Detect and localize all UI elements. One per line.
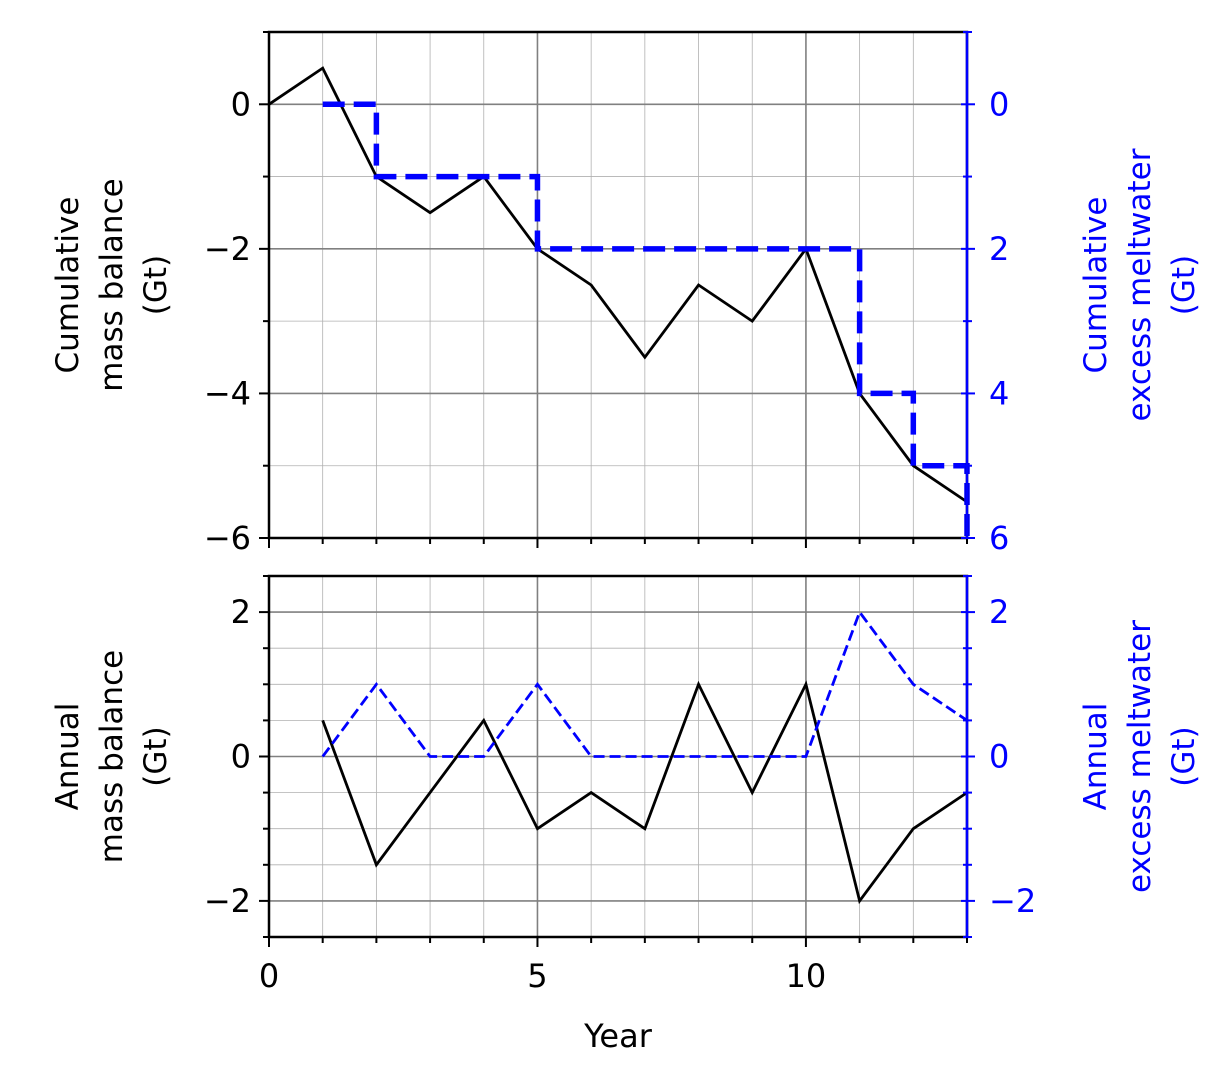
ylabel-line-1: Cumulative [50,197,86,374]
y2label-line-2: excess meltwater [1122,620,1158,893]
annual-ticks: 20−220−20 5 10 [204,575,1036,995]
x-tick-label: 5 [527,957,547,995]
annual-panel: 20−220−20 5 10 Annual mass balance (Gt) An… [50,574,1202,1055]
y2-tick-label: 4 [989,374,1009,412]
y2-tick-label: 2 [989,230,1009,268]
y2-tick-label: −2 [989,882,1036,920]
annual-excess-meltwater-label: Annual excess meltwater (Gt) [1078,620,1202,893]
y-tick-label: 0 [231,738,251,776]
meltwater-series-line [321,609,968,758]
mass-balance-series-line [268,66,968,504]
ylabel-line-3: (Gt) [138,726,174,786]
annual-series [321,609,968,905]
cumulative-ticks: 0 −2 −4 −6 0 2 4 6 [204,31,1009,557]
meltwater-series-line [322,101,970,538]
cumulative-series [268,66,970,538]
ylabel-line-2: mass balance [94,178,130,391]
cumulative-mass-balance-label: Cumulative mass balance (Gt) [50,178,174,391]
ylabel-line-1: Annual [50,703,86,811]
y2-tick-label: 0 [989,738,1009,776]
y2label-line-2: excess meltwater [1122,148,1158,421]
annual-mass-balance-label: Annual mass balance (Gt) [50,650,174,863]
cumulative-panel: 0 −2 −4 −6 0 2 4 6 Cumulative mass balance (Gt)… [50,30,1202,557]
x-tick-label: 0 [259,957,279,995]
y2-tick-label: 0 [989,85,1009,123]
ylabel-line-3: (Gt) [138,255,174,315]
y-tick-label: −2 [204,230,251,268]
y-tick-label: 0 [231,85,251,123]
y2label-line-3: (Gt) [1166,255,1202,315]
y-tick-label: −4 [204,374,251,412]
mass-balance-series-line [321,680,968,905]
y-tick-label: −2 [204,882,251,920]
y2-tick-label: 2 [989,593,1009,631]
x-axis-label: Year [583,1017,653,1055]
y-tick-label: −6 [204,519,251,557]
y2label-line-3: (Gt) [1166,726,1202,786]
cumulative-excess-meltwater-label: Cumulative excess meltwater (Gt) [1078,148,1202,421]
y2label-line-1: Annual [1078,703,1114,811]
y2label-line-1: Cumulative [1078,197,1114,374]
y2-tick-label: 6 [989,519,1009,557]
y-tick-label: 2 [231,593,251,631]
x-tick-label: 10 [786,957,827,995]
ylabel-line-2: mass balance [94,650,130,863]
